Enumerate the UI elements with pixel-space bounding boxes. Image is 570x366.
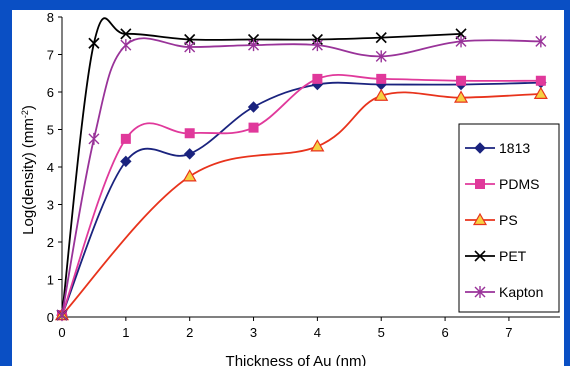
legend-label-ps: PS: [499, 212, 518, 228]
y-tick-label: 1: [47, 273, 54, 288]
data-point-kapton: [248, 39, 260, 52]
y-tick-label: 0: [47, 310, 54, 325]
y-tick-label: 6: [47, 85, 54, 100]
y-tick-label: 7: [47, 48, 54, 63]
legend-label-pet: PET: [499, 248, 527, 264]
data-point-kapton: [535, 35, 547, 48]
x-tick-label: 3: [250, 325, 257, 340]
data-point-1813: [120, 155, 132, 168]
data-point-kapton: [120, 39, 132, 52]
data-point-kapton: [311, 39, 323, 52]
legend-marker-ps: [472, 212, 488, 226]
chart-frame: 0 1 2 3 4 5 6 7 8 0 1 2 3 4 5 6 7 Log(density) (mm-2) Th…: [12, 10, 564, 366]
y-axis-title-main: Log(density) (mm: [20, 118, 37, 235]
y-tick-label: 8: [47, 10, 54, 25]
data-point-pdms: [248, 122, 259, 133]
series-line-pdms: [61, 74, 541, 316]
x-tick-label: 5: [378, 325, 385, 340]
plot-area: 0 1 2 3 4 5 6 7 8 0 1 2 3 4 5 6 7: [47, 10, 560, 340]
data-point-pet: [120, 28, 132, 40]
x-tick-label: 2: [186, 325, 193, 340]
legend-label-1813: 1813: [499, 140, 530, 156]
data-point-kapton: [88, 132, 100, 145]
data-point-kapton: [184, 41, 196, 53]
x-tick-label: 6: [441, 325, 448, 340]
legend-marker-pet-stroke: [474, 250, 486, 262]
y-tick-label: 2: [47, 235, 54, 250]
x-axis-title: Thickness of Au (nm): [226, 353, 367, 366]
y-axis-title-superscript: -2: [20, 110, 30, 118]
x-tick-label: 1: [122, 325, 129, 340]
y-tick-label: 5: [47, 123, 54, 138]
data-point-pet-stroke: [375, 32, 387, 44]
legend-label-kapton: Kapton: [499, 284, 543, 300]
legend-marker-pdms: [475, 179, 485, 189]
line-chart: 0 1 2 3 4 5 6 7 8 0 1 2 3 4 5 6 7 Log(density) (mm-2) Th…: [20, 10, 560, 366]
data-point-pdms: [376, 73, 387, 84]
legend-marker-kapton: [474, 286, 486, 298]
data-point-pdms: [312, 73, 323, 84]
data-point-pdms: [535, 75, 546, 86]
legend-marker-1813: [474, 142, 486, 154]
data-point-1813: [183, 148, 196, 160]
data-point-kapton: [455, 35, 467, 48]
x-tick-label: 7: [505, 325, 512, 340]
y-axis-title-close: ): [20, 105, 37, 110]
legend-box: [458, 123, 560, 313]
legend-label-pdms: PDMS: [499, 176, 539, 192]
data-point-pdms: [184, 128, 195, 139]
y-tick-label: 3: [47, 198, 54, 213]
data-point-pet-stroke: [88, 37, 100, 49]
legend-marker-pet: [474, 250, 486, 262]
data-point-1813: [247, 101, 260, 113]
x-tick-label: 4: [314, 325, 321, 340]
data-point-pdms: [456, 75, 467, 86]
data-point-ps: [533, 86, 548, 99]
data-point-ps: [454, 90, 469, 103]
x-tick-label: 0: [58, 325, 65, 340]
data-point-pet-stroke: [120, 28, 132, 40]
data-point-ps: [310, 139, 325, 152]
data-point-kapton: [56, 309, 68, 322]
y-axis-title: Log(density) (mm-2): [20, 105, 37, 235]
data-point-ps: [374, 88, 389, 101]
y-tick-label: 4: [47, 160, 54, 175]
data-point-kapton: [375, 50, 387, 63]
data-point-pet: [88, 37, 100, 49]
data-point-pdms: [120, 133, 131, 144]
data-point-ps: [182, 169, 197, 182]
data-point-pet: [375, 32, 387, 44]
legend: 1813 PDMS PS PET Kapton: [458, 123, 560, 313]
